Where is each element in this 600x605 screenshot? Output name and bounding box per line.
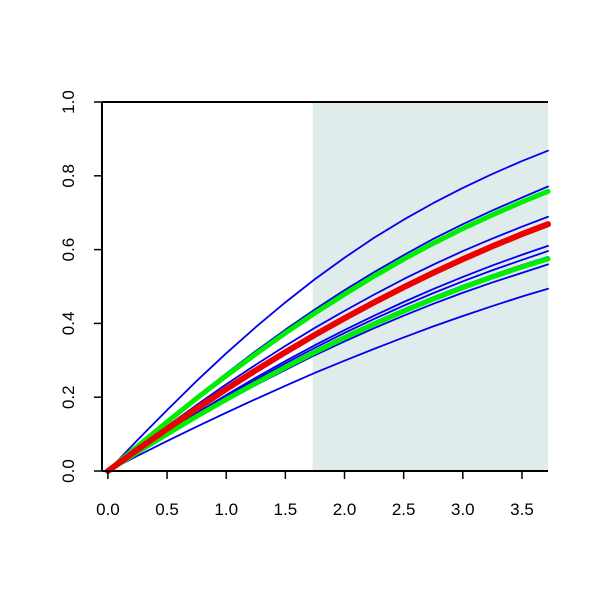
x-tick-label: 2.5 [392, 500, 416, 519]
y-tick-label: 0.6 [59, 238, 78, 262]
y-tick-label: 0.8 [59, 164, 78, 188]
series-line-8 [107, 287, 549, 472]
series-line-11 [104, 221, 551, 474]
series-line-10 [105, 256, 551, 474]
shaded-region [312, 102, 548, 471]
x-tick-label: 1.0 [214, 500, 238, 519]
x-tick-label: 3.5 [510, 500, 534, 519]
x-tick-label: 1.5 [274, 500, 298, 519]
series-line-1 [107, 149, 549, 472]
x-tick-label: 0.0 [96, 500, 120, 519]
x-tick-label: 2.0 [333, 500, 357, 519]
y-tick-label: 0.4 [59, 312, 78, 336]
x-tick-label: 3.0 [451, 500, 475, 519]
y-tick-label: 0.2 [59, 385, 78, 409]
y-tick-label: 1.0 [59, 90, 78, 114]
series-line-9 [105, 188, 551, 474]
x-tick-label: 0.5 [155, 500, 179, 519]
y-tick-label: 0.0 [59, 459, 78, 483]
